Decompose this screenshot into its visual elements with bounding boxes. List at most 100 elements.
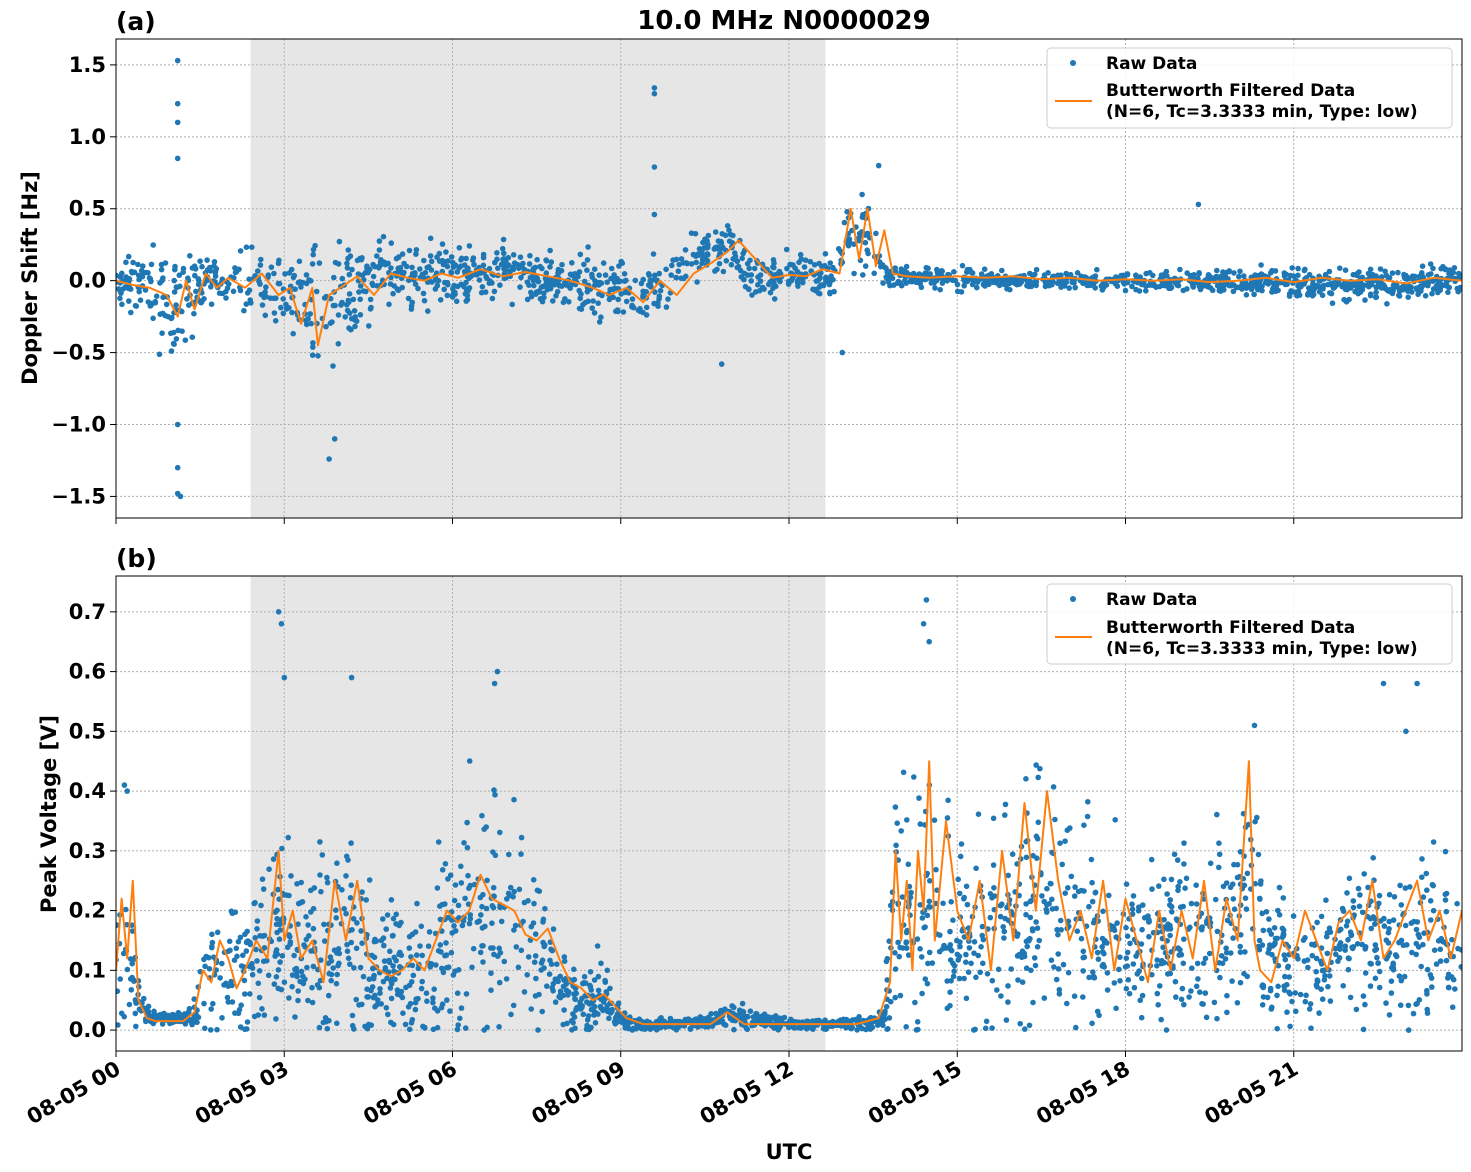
raw-point [584,267,590,274]
raw-point [771,1025,777,1031]
raw-point [344,941,350,948]
raw-point [895,939,901,946]
raw-point [413,251,419,257]
raw-point [325,960,332,967]
raw-point [348,326,354,333]
raw-point [1408,920,1415,926]
raw-point [1303,992,1309,999]
raw-point [1033,266,1040,273]
raw-point [1269,951,1275,958]
raw-point [618,1019,624,1025]
y-tick-label: 0.3 [69,839,106,863]
raw-point [284,944,291,951]
raw-point [1005,983,1011,989]
raw-point [1126,990,1133,997]
raw-point [904,927,910,934]
raw-point [683,273,689,280]
raw-point [964,901,971,908]
legend-raw-label: Raw Data [1106,54,1197,74]
raw-point [1239,286,1245,292]
raw-point [1138,1014,1145,1021]
raw-point [830,276,836,283]
raw-point [941,942,947,949]
raw-point [351,965,357,971]
raw-point [1033,762,1039,768]
raw-point [974,284,980,291]
raw-point [1275,983,1281,990]
raw-point-outlier [494,668,501,675]
raw-point [506,851,512,858]
raw-point [1112,817,1118,823]
raw-point [1084,813,1091,820]
raw-point-outlier [875,162,882,169]
raw-point [252,935,258,941]
raw-point [152,300,159,306]
raw-point [266,866,272,872]
raw-point [1383,1000,1389,1006]
raw-point [116,1022,121,1028]
raw-point [388,265,394,271]
raw-point [775,1027,781,1033]
raw-point [1055,272,1061,279]
raw-point [357,964,364,971]
raw-point [1350,904,1357,911]
raw-point [1424,966,1431,973]
raw-point [1182,885,1188,891]
raw-point [1169,909,1175,915]
raw-point [591,310,598,316]
raw-point [571,991,577,997]
raw-point [1056,991,1063,997]
raw-point [457,263,464,270]
raw-point [354,920,360,926]
raw-point [275,985,282,992]
raw-point [305,922,311,928]
x-tick-label: 08-05 00 [23,1057,125,1130]
raw-point [802,1024,808,1030]
raw-point [208,284,214,290]
raw-point [961,276,967,283]
raw-point [1340,983,1346,989]
raw-point [249,244,255,250]
raw-point [1438,265,1444,272]
raw-point [1157,983,1163,989]
raw-point [539,1008,545,1015]
raw-point [413,952,420,958]
raw-point [254,918,261,924]
raw-point [287,934,293,940]
raw-point [767,289,774,296]
raw-point [233,945,240,952]
raw-point [1104,940,1110,946]
raw-point [141,995,147,1002]
raw-point [900,945,906,951]
raw-point [528,1006,534,1012]
raw-point [321,938,328,944]
raw-point [555,978,561,985]
raw-point [480,251,487,258]
raw-point [1454,900,1460,907]
raw-point [128,268,135,275]
raw-point [1239,282,1245,288]
raw-point [319,852,326,858]
raw-point [1071,993,1078,999]
raw-point [1081,822,1087,828]
raw-point [1094,266,1100,273]
raw-point [957,853,964,860]
raw-point [998,993,1004,999]
raw-point [193,288,199,295]
raw-point [1198,925,1204,931]
raw-point [195,281,202,288]
raw-point [169,1011,176,1018]
raw-point [219,1015,225,1021]
raw-point [629,296,636,302]
raw-point [507,884,514,891]
raw-point [124,921,130,928]
raw-point [350,296,357,303]
raw-point [255,980,262,987]
raw-point [1129,901,1135,907]
raw-point [303,914,309,920]
raw-point [298,879,305,886]
raw-point [718,238,724,245]
panel-a-x-ticks [115,518,1295,524]
raw-point [728,261,735,268]
